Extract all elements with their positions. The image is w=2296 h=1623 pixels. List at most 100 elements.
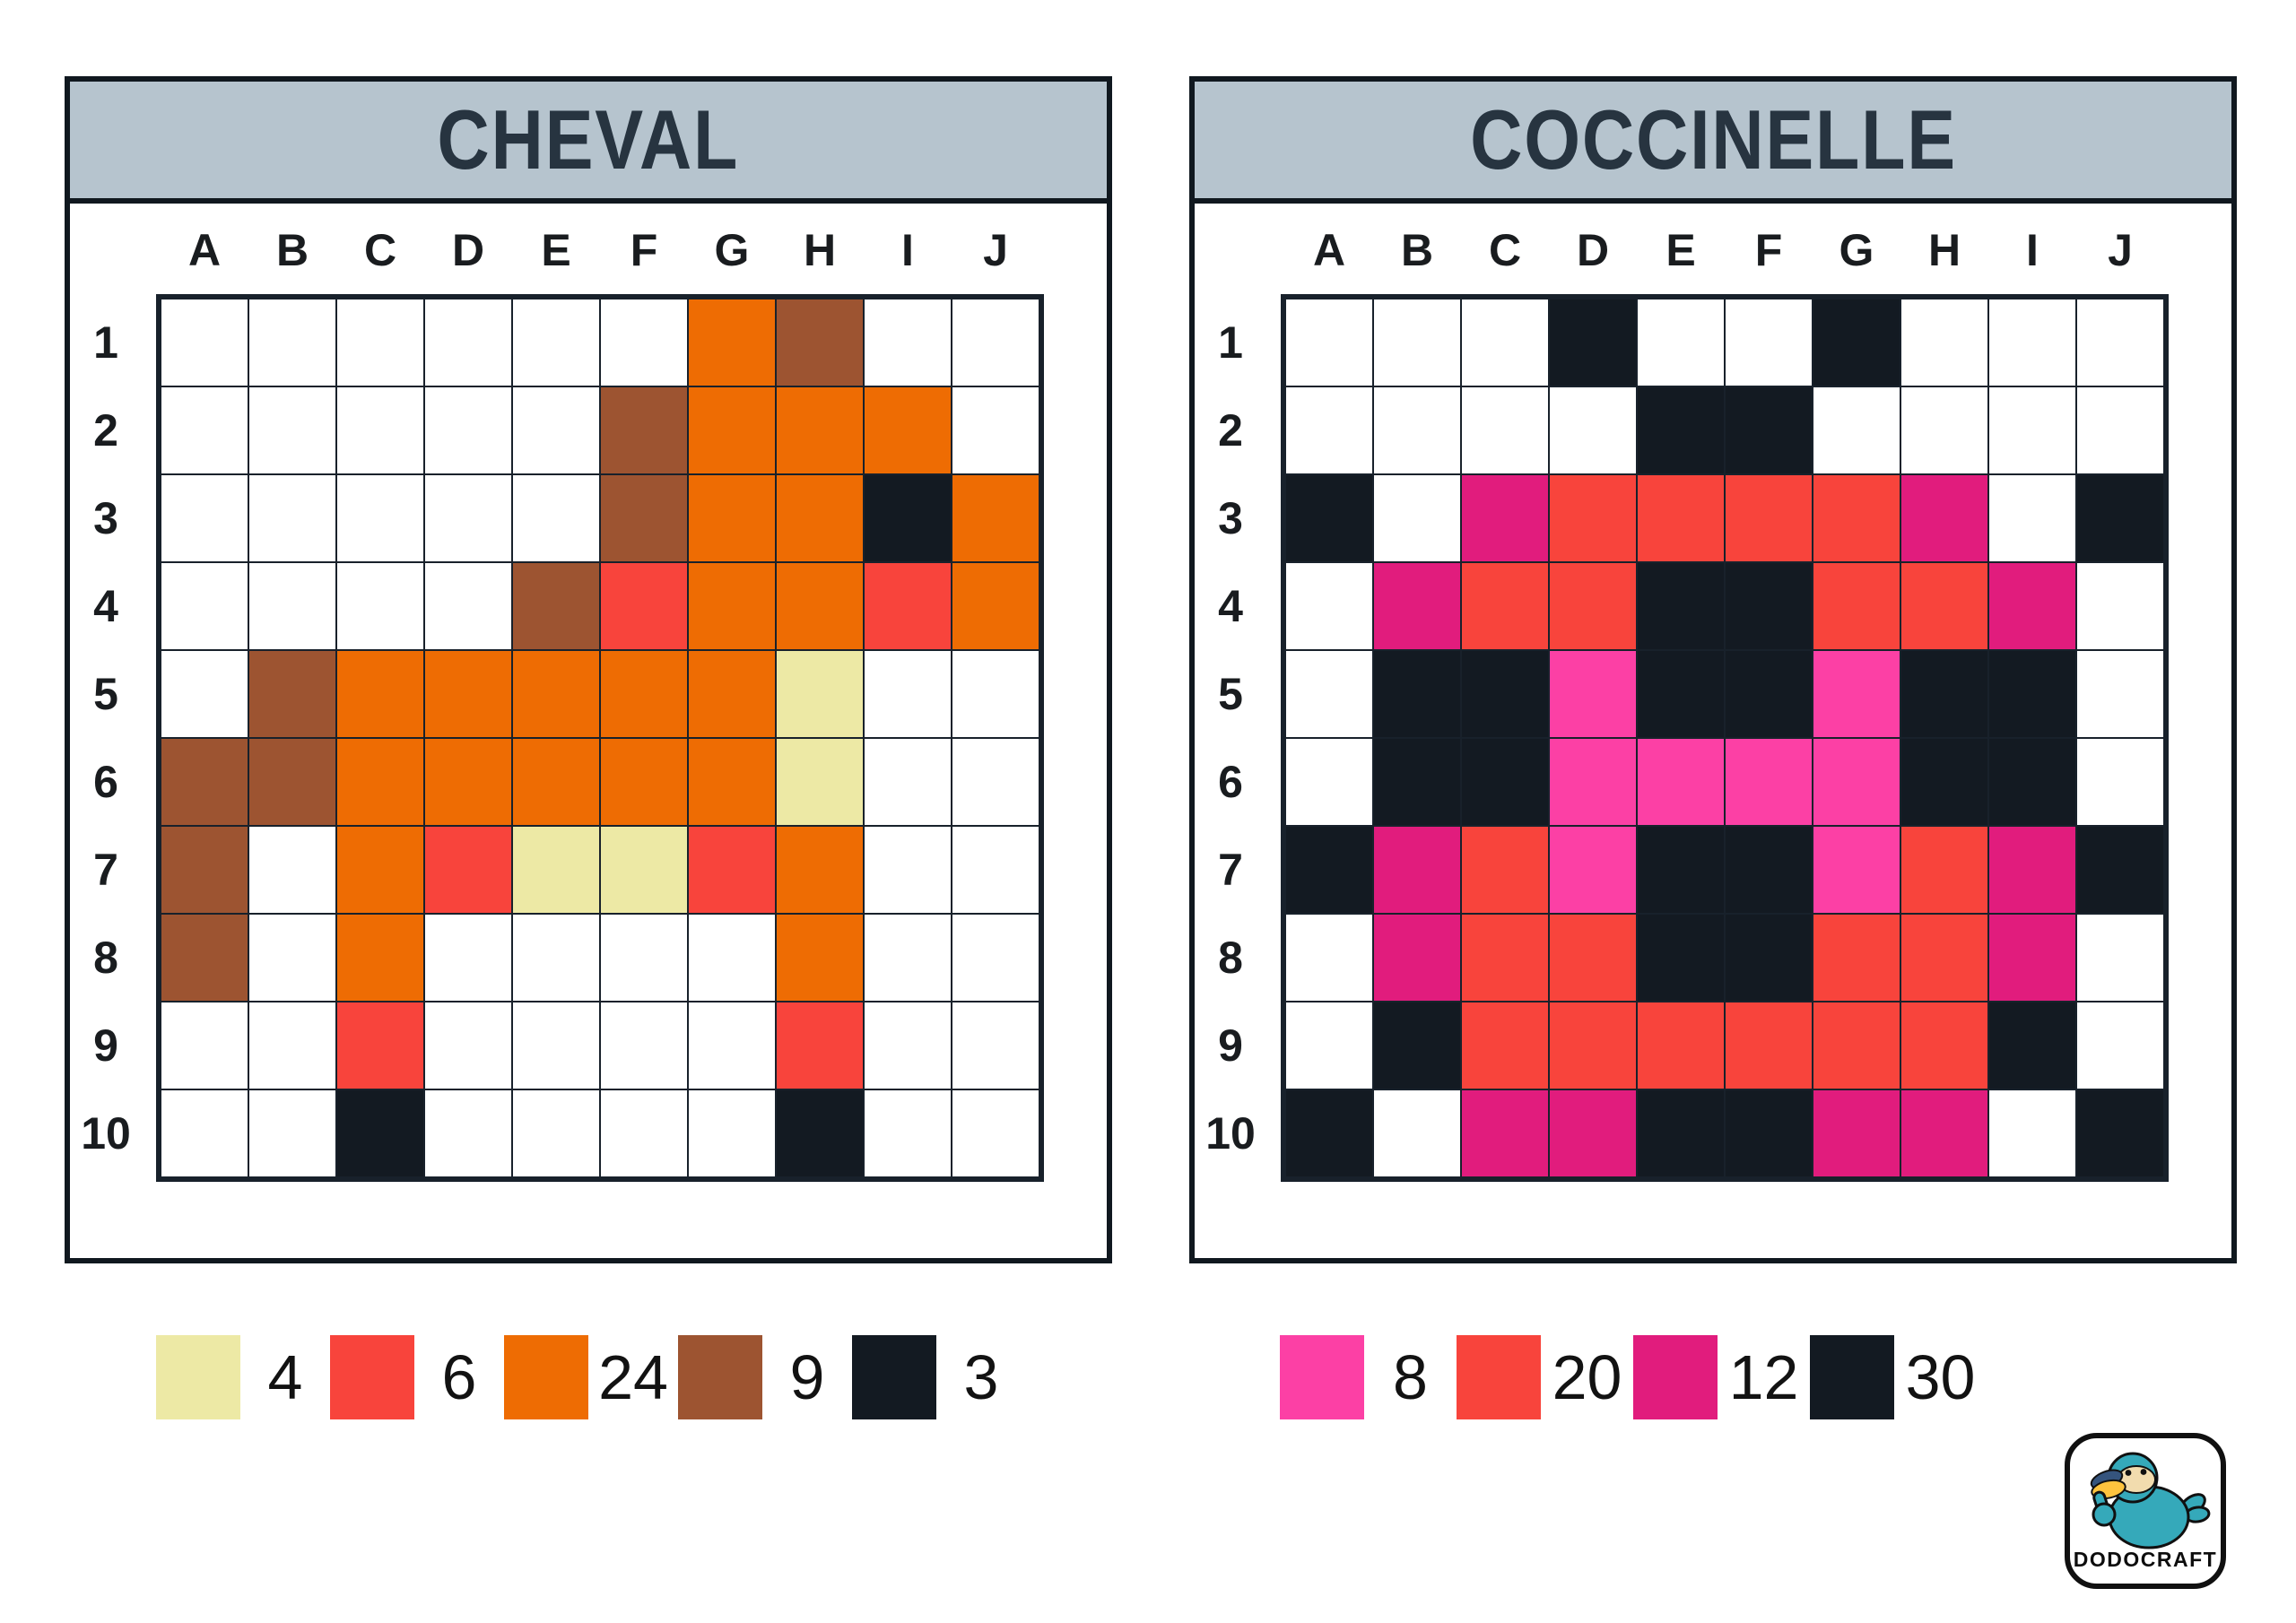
- grid-cell-C9: [1461, 1002, 1549, 1089]
- grid-cell-C1: [1461, 299, 1549, 386]
- grid-cell-B5: [248, 650, 336, 738]
- grid-cell-E1: [1637, 299, 1725, 386]
- legend-item-black: 3: [852, 1335, 1026, 1419]
- grid-cell-F9: [1725, 1002, 1813, 1089]
- pixel-grid-coccinelle: [1281, 294, 2169, 1182]
- grid-cell-A8: [161, 914, 248, 1002]
- grid-cell-D10: [424, 1089, 512, 1177]
- column-label-D: D: [1576, 225, 1610, 275]
- grid-cell-B7: [1373, 826, 1461, 914]
- grid-cell-D10: [1549, 1089, 1637, 1177]
- grid-cell-G2: [688, 386, 776, 474]
- legend-swatch-black: [852, 1335, 936, 1419]
- grid-cell-I7: [864, 826, 952, 914]
- grid-cell-C3: [1461, 474, 1549, 562]
- column-label-B: B: [275, 225, 309, 275]
- grid-cell-D1: [424, 299, 512, 386]
- column-label-J: J: [2108, 225, 2133, 275]
- grid-cell-J2: [952, 386, 1039, 474]
- grid-cell-H5: [776, 650, 864, 738]
- grid-cell-B2: [248, 386, 336, 474]
- grid-cell-H5: [1900, 650, 1988, 738]
- grid-cell-G10: [688, 1089, 776, 1177]
- grid-cell-E10: [1637, 1089, 1725, 1177]
- grid-cell-C8: [1461, 914, 1549, 1002]
- grid-cell-J10: [2076, 1089, 2164, 1177]
- grid-cell-D8: [1549, 914, 1637, 1002]
- grid-cell-F8: [600, 914, 688, 1002]
- grid-cell-G3: [1813, 474, 1900, 562]
- grid-cell-B1: [1373, 299, 1461, 386]
- grid-cell-C10: [336, 1089, 424, 1177]
- pixel-grid-cheval: [156, 294, 1044, 1182]
- grid-cell-I10: [1988, 1089, 2076, 1177]
- grid-cell-F9: [600, 1002, 688, 1089]
- grid-cell-A4: [1285, 562, 1373, 650]
- grid-cell-E7: [1637, 826, 1725, 914]
- grid-cell-J10: [952, 1089, 1039, 1177]
- grid-cell-A3: [161, 474, 248, 562]
- grid-cell-I2: [1988, 386, 2076, 474]
- grid-cell-J9: [952, 1002, 1039, 1089]
- legend-swatch-red: [1457, 1335, 1541, 1419]
- row-label-3: 3: [1218, 493, 1243, 543]
- grid-cell-D6: [424, 738, 512, 826]
- legend-count-orange: 24: [598, 1342, 668, 1412]
- grid-cell-D5: [424, 650, 512, 738]
- grid-cell-E6: [1637, 738, 1725, 826]
- grid-cell-I4: [864, 562, 952, 650]
- grid-cell-H10: [1900, 1089, 1988, 1177]
- grid-cell-A5: [1285, 650, 1373, 738]
- grid-cell-E7: [512, 826, 600, 914]
- grid-cell-H8: [776, 914, 864, 1002]
- grid-cell-J9: [2076, 1002, 2164, 1089]
- column-label-C: C: [1488, 225, 1522, 275]
- grid-cell-E4: [512, 562, 600, 650]
- grid-cell-C9: [336, 1002, 424, 1089]
- grid-cell-H9: [776, 1002, 864, 1089]
- grid-cell-C7: [336, 826, 424, 914]
- legend-item-black: 30: [1810, 1335, 1987, 1419]
- grid-cell-A1: [1285, 299, 1373, 386]
- row-label-6: 6: [93, 757, 118, 807]
- grid-cell-G2: [1813, 386, 1900, 474]
- eye-left: [2125, 1470, 2132, 1476]
- column-label-A: A: [1312, 225, 1346, 275]
- row-label-4: 4: [1218, 581, 1243, 631]
- grid-cell-H9: [1900, 1002, 1988, 1089]
- row-label-8: 8: [93, 933, 118, 983]
- legend-swatch-cream: [156, 1335, 240, 1419]
- row-label-4: 4: [93, 581, 118, 631]
- column-label-E: E: [1665, 225, 1696, 275]
- grid-cell-I7: [1988, 826, 2076, 914]
- grid-cell-J2: [2076, 386, 2164, 474]
- dodo-bird-icon: DODOCRAFT: [2074, 1452, 2216, 1571]
- grid-cell-A6: [1285, 738, 1373, 826]
- grid-cell-J8: [952, 914, 1039, 1002]
- grid-cell-C6: [1461, 738, 1549, 826]
- grid-cell-I10: [864, 1089, 952, 1177]
- grid-cell-D1: [1549, 299, 1637, 386]
- grid-cell-I3: [864, 474, 952, 562]
- grid-cell-C3: [336, 474, 424, 562]
- grid-cell-A2: [161, 386, 248, 474]
- grid-cell-H7: [776, 826, 864, 914]
- grid-cell-E2: [512, 386, 600, 474]
- grid-cell-I3: [1988, 474, 2076, 562]
- grid-cell-E5: [1637, 650, 1725, 738]
- grid-cell-I1: [1988, 299, 2076, 386]
- grid-cell-J1: [2076, 299, 2164, 386]
- legend-cheval: 4 6 24 9 3: [156, 1335, 1026, 1419]
- grid-cell-H2: [1900, 386, 1988, 474]
- grid-cell-G8: [688, 914, 776, 1002]
- row-label-7: 7: [93, 845, 118, 895]
- legend-count-pink: 8: [1393, 1342, 1428, 1412]
- grid-cell-D4: [424, 562, 512, 650]
- column-label-G: G: [1839, 225, 1874, 275]
- legend-item-cream: 4: [156, 1335, 330, 1419]
- column-label-A: A: [187, 225, 222, 275]
- grid-cell-B9: [1373, 1002, 1461, 1089]
- legend-item-magenta: 12: [1633, 1335, 1810, 1419]
- column-label-F: F: [630, 225, 658, 275]
